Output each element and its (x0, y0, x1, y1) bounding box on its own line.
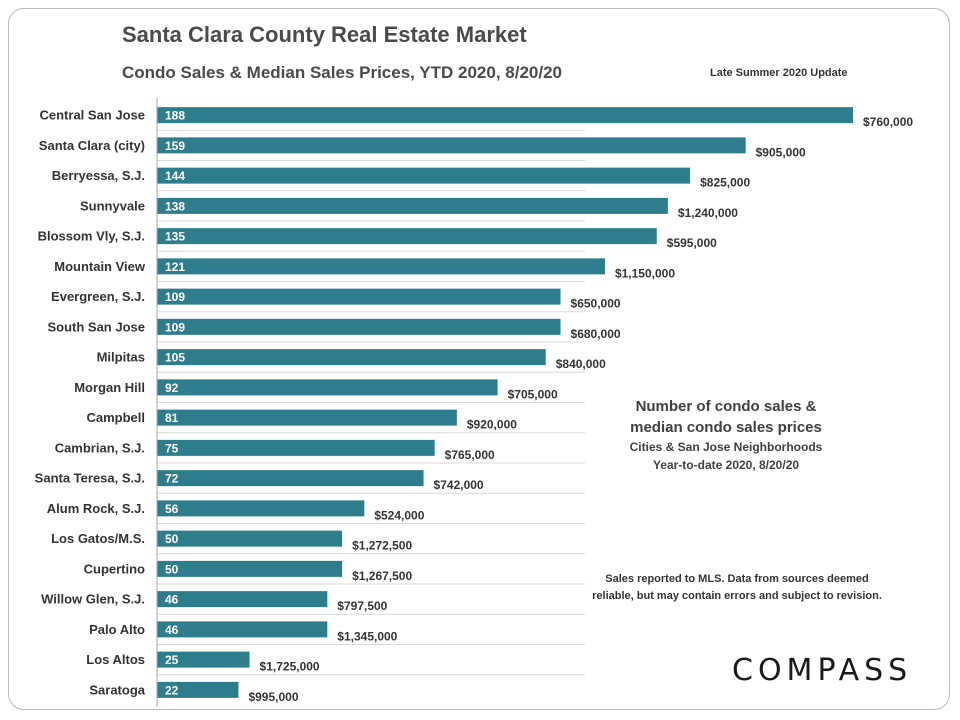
category-label: Evergreen, S.J. (51, 289, 145, 304)
category-label: Santa Clara (city) (39, 138, 145, 153)
bar (157, 530, 343, 547)
price-label: $995,000 (248, 690, 298, 704)
bar-count-label: 75 (165, 441, 179, 455)
bar (157, 409, 457, 426)
bar (157, 560, 343, 577)
price-label: $840,000 (556, 357, 606, 371)
price-label: $905,000 (756, 145, 806, 159)
bar-count-label: 50 (165, 532, 179, 546)
bar (157, 651, 250, 668)
bar (157, 439, 435, 456)
update-label: Late Summer 2020 Update (710, 67, 848, 79)
category-label: Central San Jose (40, 108, 146, 123)
price-label: $1,725,000 (260, 660, 320, 674)
price-label: $595,000 (667, 236, 717, 250)
bar (157, 107, 853, 124)
bar-count-label: 188 (165, 109, 185, 123)
price-label: $705,000 (508, 387, 558, 401)
price-label: $650,000 (571, 297, 621, 311)
category-label: Campbell (86, 410, 145, 425)
category-label: Blossom Vly, S.J. (38, 229, 145, 244)
category-label: Saratoga (89, 682, 145, 697)
category-label: Los Gatos/M.S. (51, 531, 145, 546)
bar-count-label: 72 (165, 472, 179, 486)
bar (157, 228, 657, 245)
bar-count-label: 56 (165, 502, 179, 516)
bar-count-label: 22 (165, 683, 179, 697)
category-label: Cupertino (84, 561, 145, 576)
category-label: Alum Rock, S.J. (47, 501, 145, 516)
bar (157, 621, 328, 638)
annotation-detail-line2: Year-to-date 2020, 8/20/20 (652, 458, 800, 472)
bar (157, 288, 561, 305)
source-note: Sales reported to MLS. Data from sources… (572, 571, 902, 605)
category-label: Berryessa, S.J. (52, 168, 145, 183)
bar-count-label: 121 (165, 260, 185, 274)
category-label: Mountain View (54, 259, 146, 274)
bar-count-label: 109 (165, 290, 185, 304)
bar (157, 379, 498, 396)
bar (157, 591, 328, 608)
bar (157, 197, 668, 214)
compass-logo: COMPASS (732, 653, 913, 688)
price-label: $797,500 (337, 599, 387, 613)
price-label: $1,345,000 (337, 629, 397, 643)
category-label: Morgan Hill (74, 380, 145, 395)
bar-count-label: 46 (165, 593, 179, 607)
price-label: $825,000 (700, 176, 750, 190)
bar-count-label: 109 (165, 320, 185, 334)
annotation-heading-line2: median condo sales prices (630, 419, 822, 436)
price-label: $742,000 (434, 478, 484, 492)
source-note-line1: Sales reported to MLS. Data from sources… (605, 573, 869, 585)
price-label: $765,000 (445, 448, 495, 462)
category-label: Sunnyvale (80, 198, 145, 213)
price-label: $680,000 (571, 327, 621, 341)
bar-count-label: 159 (165, 139, 185, 153)
price-label: $1,240,000 (678, 206, 738, 220)
bar-count-label: 92 (165, 381, 179, 395)
price-label: $524,000 (374, 508, 424, 522)
category-label: Palo Alto (89, 622, 145, 637)
bar (157, 470, 424, 487)
chart-annotation: Number of condo sales & median condo sal… (586, 396, 866, 474)
bar-count-label: 81 (165, 411, 179, 425)
bar (157, 500, 365, 517)
bar-count-label: 135 (165, 230, 185, 244)
category-label: Willow Glen, S.J. (41, 592, 145, 607)
bar (157, 681, 239, 698)
source-note-line2: reliable, but may contain errors and sub… (592, 590, 882, 602)
category-label: South San Jose (47, 319, 145, 334)
bar-count-label: 46 (165, 623, 179, 637)
price-label: $1,267,500 (352, 569, 412, 583)
annotation-heading-line1: Number of condo sales & (635, 398, 817, 415)
chart-subtitle: Condo Sales & Median Sales Prices, YTD 2… (122, 63, 563, 82)
bar (157, 137, 746, 154)
bar (157, 318, 561, 335)
bar (157, 167, 691, 184)
bar (157, 258, 605, 275)
page-title: Santa Clara County Real Estate Market (122, 22, 527, 47)
price-label: $1,272,500 (352, 539, 412, 553)
bar-count-label: 144 (165, 169, 185, 183)
category-label: Cambrian, S.J. (55, 440, 145, 455)
bar-count-label: 50 (165, 562, 179, 576)
bar-count-label: 25 (165, 653, 179, 667)
bar-count-label: 105 (165, 351, 185, 365)
annotation-detail-line1: Cities & San Jose Neighborhoods (629, 440, 823, 454)
bar-count-label: 138 (165, 199, 185, 213)
category-label: Los Altos (86, 652, 145, 667)
category-label: Milpitas (97, 350, 145, 365)
price-label: $920,000 (467, 418, 517, 432)
price-label: $1,150,000 (615, 266, 675, 280)
bar (157, 349, 546, 366)
price-label: $760,000 (863, 115, 913, 129)
category-label: Santa Teresa, S.J. (35, 471, 145, 486)
